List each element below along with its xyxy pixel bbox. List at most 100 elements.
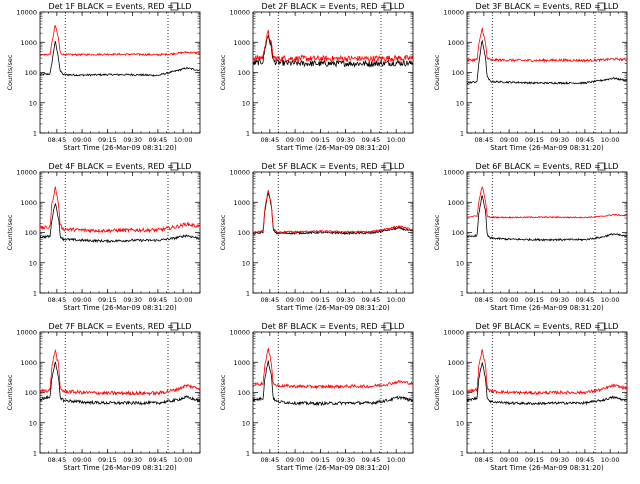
x-tick-label: 09:15 (525, 136, 544, 144)
y-tick-label: 100 (452, 389, 464, 397)
chart-panel-7: Det 7F BLACK = Events, RED = LLD 1 10 100 10… (6, 322, 201, 472)
y-tick-label: 1 (460, 130, 464, 138)
y-tick-label: 1000 (447, 39, 464, 47)
y-axis-label: Counts/sec (219, 54, 227, 90)
y-tick-label: 10000 (16, 169, 37, 177)
plot-frame (466, 171, 628, 294)
y-tick-label: 10 (29, 259, 37, 267)
series-line-lld (252, 347, 413, 390)
x-tick-label: 09:15 (311, 296, 330, 304)
x-tick-label: 09:30 (550, 296, 569, 304)
x-tick-label: 10:00 (601, 136, 620, 144)
y-tick-label: 1000 (447, 359, 464, 367)
x-tick-label: 10:00 (174, 136, 193, 144)
chart-panel-1: Det 1F BLACK = Events, RED = LLD 1 10 100 10… (6, 2, 201, 152)
title-box-icon (597, 2, 606, 11)
plot-frame (39, 331, 201, 454)
y-tick-label: 10000 (16, 9, 37, 17)
y-tick-label: 100 (452, 229, 464, 237)
x-tick-label: 09:15 (525, 456, 544, 464)
title-box-icon (597, 162, 606, 171)
series-line-events (252, 34, 414, 68)
y-tick-label: 100 (238, 69, 250, 77)
y-tick-label: 1000 (20, 199, 37, 207)
x-tick-label: 09:00 (73, 136, 92, 144)
x-axis-label: Start Time (26-Mar-09 08:31:20) (63, 144, 177, 152)
x-tick-label: 09:45 (362, 136, 381, 144)
x-tick-label: 09:30 (336, 296, 355, 304)
x-tick-label: 08:45 (260, 136, 279, 144)
chart-panel-3: Det 3F BLACK = Events, RED = LLD 1 10 100 10… (433, 2, 628, 152)
title-box-icon (170, 2, 179, 11)
y-tick-label: 1 (33, 450, 37, 458)
title-box-icon (383, 322, 392, 331)
y-axis-label: Counts/sec (6, 214, 14, 250)
x-tick-label: 08:45 (47, 136, 66, 144)
x-tick-label: 09:30 (550, 136, 569, 144)
x-tick-label: 09:45 (149, 456, 168, 464)
x-tick-label: 09:00 (73, 456, 92, 464)
y-tick-label: 10000 (229, 169, 250, 177)
chart-title: Det 8F BLACK = Events, RED = LLD (262, 322, 405, 331)
y-tick-label: 1000 (447, 199, 464, 207)
chart-title: Det 2F BLACK = Events, RED = LLD (262, 2, 405, 11)
y-tick-label: 10000 (443, 9, 464, 17)
y-tick-label: 10000 (229, 9, 250, 17)
y-tick-label: 1000 (20, 359, 37, 367)
chart-title: Det 6F BLACK = Events, RED = LLD (476, 162, 619, 171)
chart-title: Det 3F BLACK = Events, RED = LLD (476, 2, 619, 11)
x-tick-label: 09:45 (149, 296, 168, 304)
x-axis-label: Start Time (26-Mar-09 08:31:20) (276, 144, 390, 152)
series-line-events (466, 39, 628, 85)
x-tick-label: 09:45 (362, 296, 381, 304)
x-tick-label: 09:30 (123, 296, 142, 304)
x-tick-label: 10:00 (174, 456, 193, 464)
x-tick-label: 09:45 (149, 136, 168, 144)
y-tick-label: 1 (33, 290, 37, 298)
x-tick-label: 09:15 (98, 136, 117, 144)
chart-title: Det 5F BLACK = Events, RED = LLD (262, 162, 405, 171)
series-line-lld (252, 189, 414, 234)
x-axis-label: Start Time (26-Mar-09 08:31:20) (276, 304, 390, 312)
plot-frame (252, 11, 414, 134)
x-tick-label: 09:00 (286, 136, 305, 144)
x-tick-label: 09:15 (311, 136, 330, 144)
x-tick-label: 09:30 (550, 456, 569, 464)
x-axis-label: Start Time (26-Mar-09 08:31:20) (490, 144, 604, 152)
y-tick-label: 1000 (233, 199, 250, 207)
x-tick-label: 10:00 (387, 296, 406, 304)
series-line-events (39, 41, 201, 77)
title-box-icon (597, 322, 606, 331)
x-axis-label: Start Time (26-Mar-09 08:31:20) (63, 304, 177, 312)
series-line-lld (39, 24, 200, 57)
y-tick-label: 10 (242, 259, 250, 267)
x-tick-label: 09:00 (500, 136, 519, 144)
x-tick-label: 08:45 (260, 296, 279, 304)
x-tick-label: 09:45 (576, 136, 595, 144)
y-tick-label: 10 (29, 419, 37, 427)
chart-panel-9: Det 9F BLACK = Events, RED = LLD 1 10 100 10… (433, 322, 628, 472)
x-tick-label: 08:45 (474, 296, 493, 304)
y-axis-label: Counts/sec (6, 374, 14, 410)
chart-title: Det 4F BLACK = Events, RED = LLD (49, 162, 192, 171)
series-line-events (39, 361, 201, 406)
series-line-lld (39, 186, 201, 234)
x-tick-label: 09:00 (286, 456, 305, 464)
y-axis-label: Counts/sec (6, 54, 14, 90)
x-axis-label: Start Time (26-Mar-09 08:31:20) (490, 304, 604, 312)
y-tick-label: 100 (238, 389, 250, 397)
y-tick-label: 10 (456, 419, 464, 427)
x-tick-label: 09:30 (123, 136, 142, 144)
y-tick-label: 1 (460, 450, 464, 458)
y-axis-label: Counts/sec (433, 374, 441, 410)
plot-frame (466, 11, 628, 134)
y-tick-label: 10 (242, 99, 250, 107)
x-tick-label: 09:15 (98, 296, 117, 304)
chart-title: Det 9F BLACK = Events, RED = LLD (476, 322, 619, 331)
series-line-events (466, 362, 628, 406)
plot-frame (252, 331, 414, 454)
y-tick-label: 1000 (20, 39, 37, 47)
y-tick-label: 10000 (16, 329, 37, 337)
